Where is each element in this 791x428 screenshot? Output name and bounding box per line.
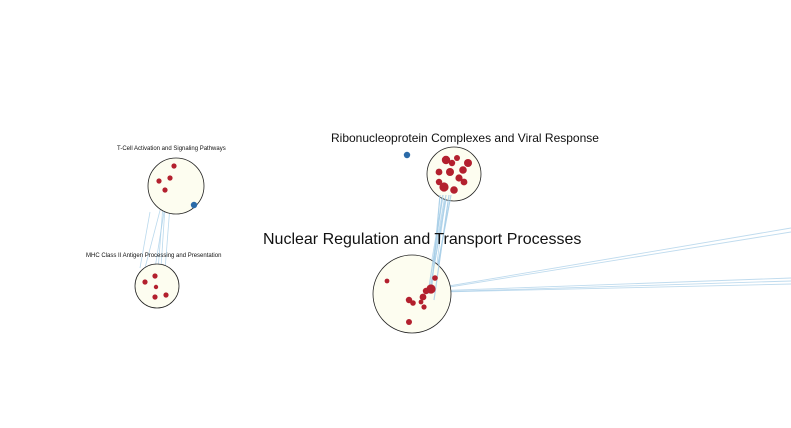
edge-bundle: [437, 194, 452, 265]
gene-node: [171, 163, 177, 169]
cluster-label-mhc: MHC Class II Antigen Processing and Pres…: [86, 253, 222, 259]
gene-node-blue: [190, 201, 198, 209]
gene-node: [422, 287, 430, 295]
gene-node: [460, 178, 468, 186]
gene-node: [435, 178, 443, 186]
gene-node: [441, 155, 451, 165]
edge-line: [430, 231, 791, 291]
gene-node: [167, 175, 173, 181]
gene-node: [421, 304, 427, 310]
gene-node: [163, 292, 169, 298]
gene-node: [156, 178, 162, 184]
gene-node: [418, 299, 424, 305]
edge-bundle: [427, 194, 444, 295]
nodes-layer: [142, 151, 472, 325]
gene-node: [142, 279, 148, 285]
gene-node: [455, 174, 463, 182]
cluster-label-ribo: Ribonucleoprotein Complexes and Viral Re…: [331, 131, 599, 145]
edge-line: [144, 198, 164, 269]
gene-node: [153, 284, 159, 290]
edge-line: [430, 280, 791, 293]
gene-node: [432, 275, 438, 281]
gene-node: [435, 168, 443, 176]
gene-node: [439, 182, 449, 192]
gene-node: [446, 168, 454, 176]
gene-node: [459, 166, 467, 174]
gene-node: [454, 155, 460, 161]
edge-line: [139, 211, 151, 269]
cluster-circle-tcell: [147, 157, 205, 215]
gene-node-blue: [403, 151, 411, 159]
edge-line: [430, 277, 791, 292]
gene-node: [152, 294, 158, 300]
cluster-label-nuclear: Nuclear Regulation and Transport Process…: [263, 231, 582, 248]
edge-line: [430, 227, 791, 290]
edge-bundle: [429, 194, 447, 291]
gene-node: [152, 273, 158, 279]
gene-node: [406, 319, 412, 325]
edge-line: [439, 283, 791, 293]
gene-node: [419, 293, 427, 301]
gene-node: [384, 278, 390, 284]
gene-node: [162, 187, 168, 193]
gene-node: [410, 300, 416, 306]
cluster-label-tcell: T-Cell Activation and Signaling Pathways: [117, 146, 226, 152]
gene-node: [450, 186, 458, 194]
gene-node: [464, 159, 472, 167]
gene-node: [448, 159, 456, 167]
